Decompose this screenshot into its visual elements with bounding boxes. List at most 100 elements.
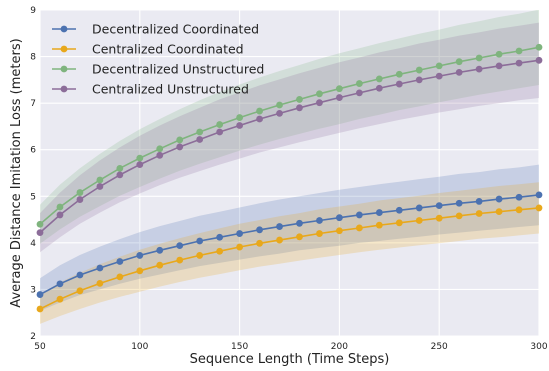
- data-point: [196, 237, 204, 245]
- x-tick-label: 300: [530, 342, 547, 352]
- data-point: [96, 279, 104, 287]
- data-point: [76, 196, 84, 203]
- data-point: [176, 242, 184, 250]
- x-tick-label: 150: [231, 342, 248, 352]
- legend-label: Decentralized Coordinated: [92, 22, 259, 37]
- x-tick-label: 200: [331, 342, 348, 352]
- data-point: [475, 210, 483, 217]
- data-point: [455, 212, 463, 220]
- legend-item: Centralized Unstructured: [52, 82, 249, 97]
- data-point: [495, 208, 503, 216]
- data-point: [196, 136, 204, 143]
- data-point: [455, 69, 463, 76]
- data-point: [395, 80, 403, 88]
- data-point: [276, 236, 283, 244]
- data-point: [216, 121, 224, 128]
- series: [36, 56, 543, 237]
- data-point: [395, 70, 403, 78]
- data-point: [415, 76, 423, 84]
- y-tick-label: 9: [30, 6, 36, 16]
- data-point: [395, 219, 403, 227]
- data-point: [156, 145, 164, 153]
- data-point: [56, 211, 64, 219]
- data-point: [296, 96, 303, 103]
- data-point: [136, 154, 144, 162]
- data-point: [515, 193, 523, 201]
- data-point: [276, 109, 283, 117]
- confidence-band: [40, 10, 539, 244]
- y-tick-label: 5: [30, 192, 36, 202]
- y-tick-label: 3: [30, 285, 36, 295]
- data-point: [336, 214, 343, 222]
- data-point: [36, 305, 44, 313]
- data-point: [455, 199, 463, 207]
- series-lines: [36, 43, 543, 313]
- data-point: [336, 227, 343, 235]
- data-point: [236, 122, 244, 129]
- data-point: [336, 85, 343, 93]
- legend-label: Decentralized Unstructured: [92, 62, 264, 77]
- y-tick-label: 7: [30, 99, 36, 109]
- data-point: [36, 291, 44, 298]
- legend-label: Centralized Unstructured: [92, 82, 249, 97]
- data-point: [415, 217, 423, 224]
- y-tick-label: 8: [30, 53, 36, 63]
- data-point: [56, 280, 64, 288]
- y-tick-labels: 2 3 4 5 6 7 8 9: [30, 6, 36, 342]
- legend-item: Decentralized Unstructured: [52, 62, 264, 77]
- data-point: [535, 191, 543, 199]
- data-point: [276, 101, 283, 109]
- data-point: [355, 89, 363, 97]
- data-point: [196, 128, 204, 136]
- data-point: [76, 271, 84, 279]
- data-point: [355, 224, 363, 232]
- legend-marker: [60, 65, 68, 73]
- data-point: [475, 198, 483, 205]
- data-point: [156, 151, 164, 159]
- data-point: [535, 43, 543, 51]
- data-point: [475, 65, 483, 73]
- data-point: [76, 287, 84, 295]
- data-point: [256, 226, 263, 234]
- data-point: [116, 273, 124, 281]
- data-point: [435, 214, 443, 222]
- x-tick-label: 250: [431, 342, 448, 352]
- data-point: [56, 295, 64, 303]
- data-point: [96, 183, 104, 190]
- series: [36, 43, 543, 228]
- data-point: [256, 107, 263, 115]
- data-point: [276, 223, 283, 230]
- data-point: [515, 206, 523, 214]
- data-point: [375, 209, 383, 216]
- data-point: [76, 189, 84, 196]
- legend: Decentralized Coordinated Centralized Coo…: [52, 22, 264, 97]
- data-point: [296, 233, 303, 241]
- confidence-band: [40, 182, 539, 324]
- data-point: [316, 217, 323, 224]
- data-point: [355, 211, 363, 219]
- legend-marker: [60, 25, 68, 33]
- y-axis-label: Average Distance Imitation Loss (meters): [9, 38, 24, 307]
- data-point: [375, 221, 383, 229]
- x-tick-label: 100: [131, 342, 148, 352]
- data-point: [196, 252, 204, 259]
- data-point: [116, 164, 124, 172]
- data-point: [116, 171, 124, 179]
- data-point: [156, 246, 164, 254]
- data-point: [216, 247, 224, 255]
- legend-marker: [60, 45, 68, 53]
- data-point: [475, 54, 483, 62]
- x-tick-label: 50: [34, 342, 46, 352]
- data-point: [156, 261, 164, 269]
- data-point: [56, 203, 64, 211]
- data-point: [435, 202, 443, 210]
- data-point: [296, 104, 303, 112]
- data-point: [256, 115, 263, 123]
- data-point: [395, 206, 403, 214]
- data-point: [96, 264, 104, 272]
- data-point: [136, 267, 144, 275]
- series: [36, 204, 543, 313]
- data-point: [435, 72, 443, 80]
- data-point: [415, 204, 423, 212]
- data-point: [176, 143, 184, 151]
